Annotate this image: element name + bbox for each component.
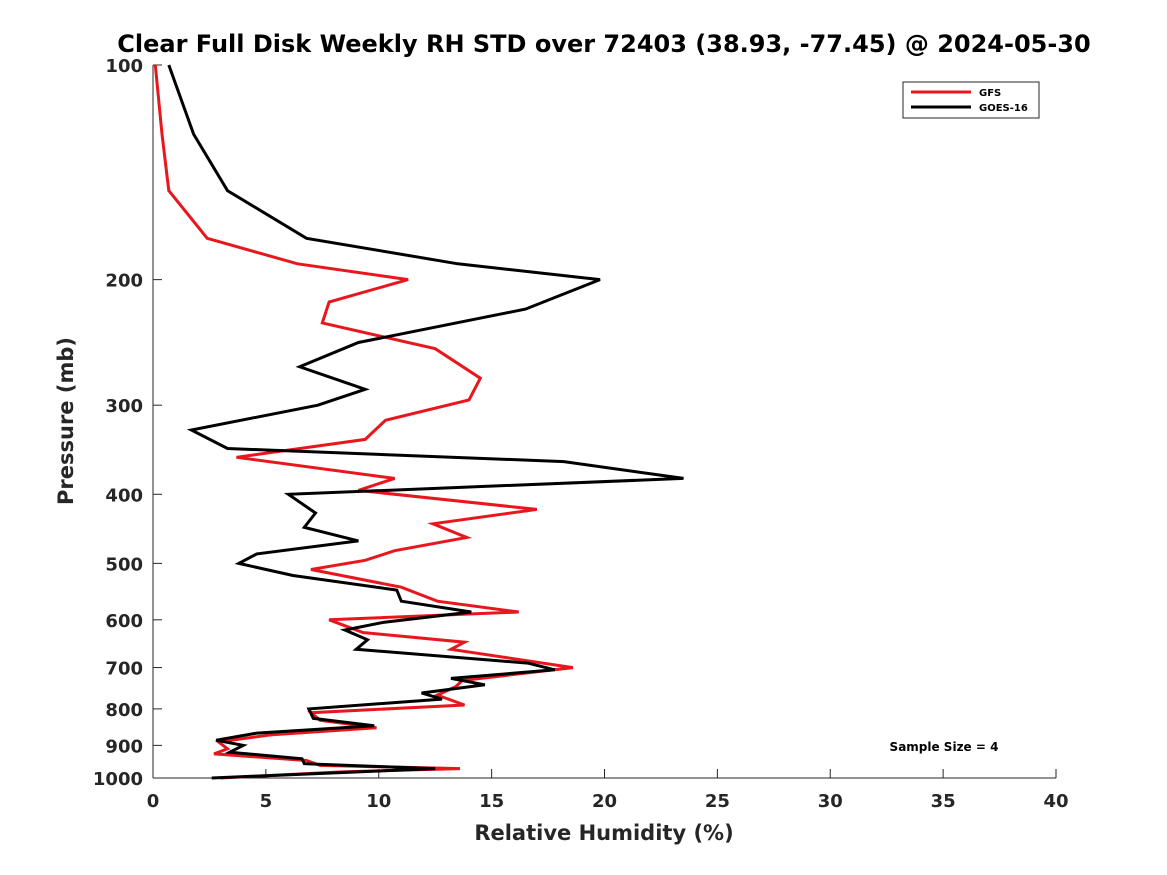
y-tick-label: 900 <box>105 736 143 757</box>
x-tick-label: 30 <box>818 791 843 812</box>
y-tick-label: 1000 <box>93 769 143 790</box>
series-layer <box>153 64 684 780</box>
x-tick-label: 5 <box>260 791 273 812</box>
legend-label-gfs: GFS <box>979 88 1001 99</box>
y-tick-label: 700 <box>105 659 143 680</box>
x-tick-label: 15 <box>479 791 504 812</box>
sample-size-annotation: Sample Size = 4 <box>890 740 999 754</box>
y-axis-label: Pressure (mb) <box>54 337 78 505</box>
series-line-gfs <box>153 64 574 780</box>
chart-title: Clear Full Disk Weekly RH STD over 72403… <box>117 30 1090 58</box>
y-tick-label: 200 <box>105 271 143 292</box>
x-axis-label: Relative Humidity (%) <box>474 821 733 845</box>
y-tick-label: 500 <box>105 554 143 575</box>
series-line-goes16 <box>167 64 684 780</box>
x-tick-label: 20 <box>592 791 617 812</box>
y-tick-label: 300 <box>105 396 143 417</box>
y-tick-label: 400 <box>105 485 143 506</box>
axes-layer: 0 5 10 15 20 25 30 35 40 100 200 300 400 500 600 700 800… <box>93 56 1069 812</box>
x-tick-label: 10 <box>366 791 391 812</box>
legend-box <box>902 81 1040 119</box>
legend: GFS GOES-16 <box>902 81 1040 119</box>
y-tick-label: 800 <box>105 700 143 721</box>
x-tick-label: 40 <box>1043 791 1068 812</box>
x-tick-label: 35 <box>931 791 956 812</box>
x-tick-label: 0 <box>147 791 160 812</box>
x-tick-label: 25 <box>705 791 730 812</box>
legend-label-goes16: GOES-16 <box>979 103 1028 114</box>
y-tick-label: 100 <box>105 56 143 77</box>
y-tick-label: 600 <box>105 611 143 632</box>
